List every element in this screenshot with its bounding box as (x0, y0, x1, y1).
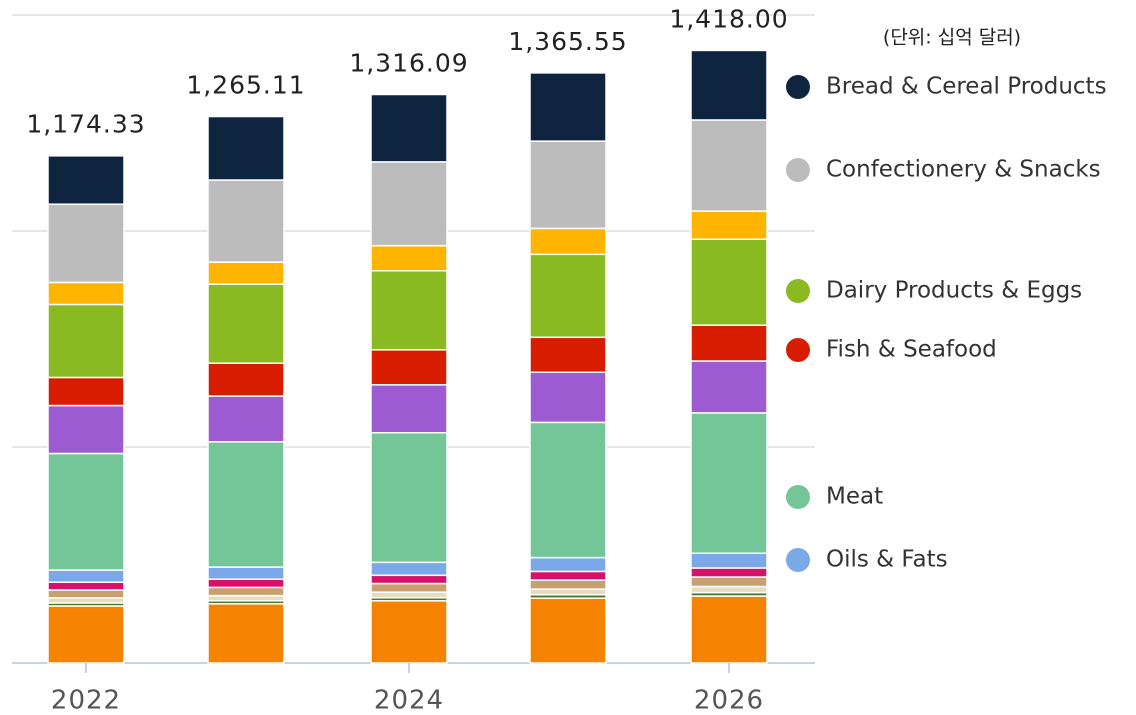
bar-segment (47, 581, 125, 591)
unit-note: (단위: 십억 달러) (883, 27, 1021, 49)
bar-segment (529, 597, 607, 664)
bar-segment (529, 253, 607, 339)
bar-segment (690, 210, 768, 240)
bar-segment (47, 404, 125, 455)
bar-segment (47, 605, 125, 664)
bar-segment (370, 161, 448, 247)
bar-segment (207, 441, 285, 568)
bar-segment (207, 395, 285, 443)
bar-segment (529, 72, 607, 142)
bar-segment (370, 561, 448, 577)
bar-segment (690, 585, 768, 594)
bar-segment (370, 244, 448, 272)
bar-segment (207, 603, 285, 664)
bar-segment (529, 421, 607, 559)
bar-segment (690, 552, 768, 569)
bar-segment (690, 576, 768, 588)
bar-segment (690, 412, 768, 555)
bar-segment (207, 578, 285, 589)
bar-segment (370, 349, 448, 386)
bar-segment (47, 597, 125, 604)
total-label: 1,316.09 (349, 48, 468, 77)
bar-segment (47, 281, 125, 306)
bar-segment (47, 589, 125, 599)
total-label: 1,365.55 (508, 27, 627, 56)
bar-segment (370, 600, 448, 664)
bar-segment (529, 579, 607, 590)
legend-label: Fish & Seafood (826, 337, 997, 363)
bar-segment (529, 336, 607, 374)
x-tick-label: 2024 (374, 686, 444, 715)
bar-segment (207, 594, 285, 602)
bar-segment (207, 283, 285, 364)
total-label: 1,265.11 (186, 70, 305, 99)
legend-label: Meat (826, 484, 883, 510)
legend-marker (786, 279, 810, 303)
legend-label: Confectionery & Snacks (826, 157, 1101, 183)
bar-segment (690, 119, 768, 212)
bar-segment (370, 582, 448, 593)
bar-segment (207, 362, 285, 397)
legend-marker (786, 338, 810, 362)
bar-segment (529, 227, 607, 256)
bar-segment (47, 303, 125, 379)
bar-segment (690, 49, 768, 121)
bar-segment (47, 452, 125, 571)
bar-segment (207, 115, 285, 181)
bar-segment (370, 269, 448, 351)
x-tick-label: 2026 (694, 686, 764, 715)
bar-segment (47, 155, 125, 205)
bar-segment (529, 588, 607, 596)
bar-segment (529, 556, 607, 573)
bar-segment (47, 569, 125, 583)
legend-marker (786, 158, 810, 182)
bar-segment (207, 179, 285, 263)
bar-segment (370, 591, 448, 599)
bar-segment (370, 93, 448, 163)
legend-label: Dairy Products & Eggs (826, 278, 1082, 304)
bar-segment (370, 384, 448, 434)
bar-segment (47, 203, 125, 284)
bar-segment (690, 324, 768, 362)
legend-marker (786, 548, 810, 572)
legend-label: Bread & Cereal Products (826, 74, 1107, 100)
legend-marker (786, 485, 810, 509)
bar-segment (207, 261, 285, 285)
bar-segment (207, 586, 285, 597)
bar-segment (529, 140, 607, 230)
x-tick-label: 2022 (51, 686, 121, 715)
bar-segment (47, 376, 125, 407)
bar-segment (690, 238, 768, 326)
bar-segment (370, 431, 448, 564)
total-label: 1,418.00 (669, 4, 788, 33)
bar-segment (529, 371, 607, 424)
bar-segment (690, 595, 768, 664)
bar-segment (690, 360, 768, 414)
bar-segment (207, 566, 285, 580)
bar-segment (690, 567, 768, 578)
bar-segment (529, 570, 607, 581)
legend-label: Oils & Fats (826, 547, 948, 573)
bar-segment (370, 574, 448, 585)
total-label: 1,174.33 (26, 110, 145, 139)
legend-marker (786, 75, 810, 99)
